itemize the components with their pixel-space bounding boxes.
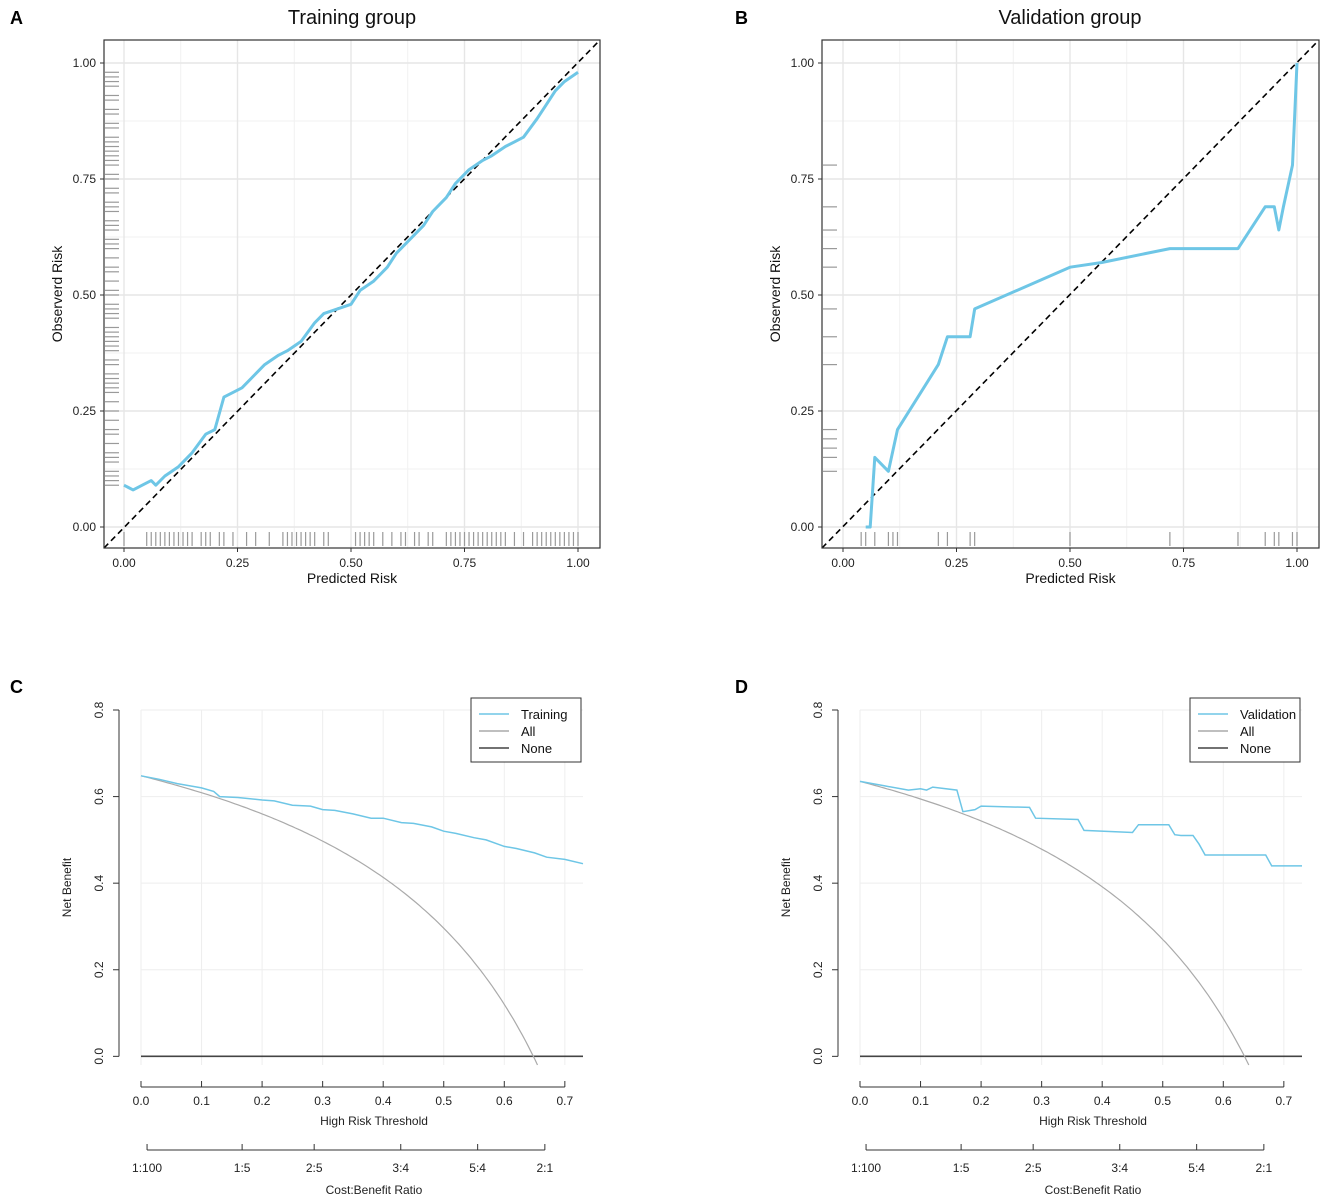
chart-c-panel-label: C — [10, 677, 23, 697]
chart-a-panel-label: A — [10, 8, 23, 28]
chart-d-panel-label: D — [735, 677, 748, 697]
chart-c-ratio-tick-label: 1:5 — [234, 1161, 251, 1175]
chart-d-ratio-tick-label: 1:5 — [953, 1161, 970, 1175]
chart-a-y-tick-label: 0.50 — [73, 288, 97, 302]
chart-a-x-tick-label: 1.00 — [566, 556, 590, 570]
chart-b-x-tick-label: 0.50 — [1058, 556, 1082, 570]
chart-d-legend-box — [1189, 697, 1301, 763]
chart-a-x-axis-label: Predicted Risk — [307, 570, 398, 586]
chart-c-ratio-tick-label: 5:4 — [469, 1161, 486, 1175]
chart-d-all-curve — [859, 780, 1250, 1066]
chart-a: A Training group 0.00 0.25 0.50 0.75 1.00 0.00 0… — [10, 7, 601, 586]
chart-d-x-tick-label: 0.3 — [1033, 1094, 1050, 1108]
chart-a-x-tick-label: 0.75 — [453, 556, 477, 570]
chart-b-panel-label: B — [735, 8, 748, 28]
chart-d-legend-label: All — [1240, 724, 1255, 739]
chart-b-x-tick-label: 0.75 — [1172, 556, 1196, 570]
chart-a-x-tick-label: 0.50 — [339, 556, 363, 570]
chart-d-ratio-axis-label: Cost:Benefit Ratio — [1045, 1183, 1142, 1197]
chart-d-y-tick-label: 0.0 — [811, 1048, 825, 1065]
chart-c-x-tick-label: 0.0 — [133, 1094, 150, 1108]
chart-c-y-tick-label: 0.4 — [92, 875, 106, 892]
chart-c-x-axis-label: High Risk Threshold — [320, 1114, 428, 1128]
chart-a-y-tick-label: 0.00 — [73, 520, 97, 534]
chart-c-x-tick-label: 0.3 — [314, 1094, 331, 1108]
chart-c-ratio-tick-label: 2:1 — [537, 1161, 554, 1175]
chart-c-legend-label: Training — [521, 707, 567, 722]
chart-d-y-tick-label: 0.8 — [811, 701, 825, 718]
chart-a-reference-diagonal — [103, 39, 601, 549]
chart-c-legend-label: None — [521, 741, 552, 756]
chart-c-x-tick-label: 0.2 — [254, 1094, 271, 1108]
chart-d-y-axis-label: Net Benefit — [779, 857, 793, 917]
chart-b-y-tick-label: 0.00 — [791, 520, 815, 534]
chart-d-ratio-tick-label: 5:4 — [1188, 1161, 1205, 1175]
chart-c-y-tick-label: 0.8 — [92, 701, 106, 718]
chart-d-x-tick-label: 0.2 — [973, 1094, 990, 1108]
chart-c-ratio-tick-label: 3:4 — [392, 1161, 409, 1175]
chart-c-y-tick-label: 0.6 — [92, 788, 106, 805]
chart-b-y-tick-label: 1.00 — [791, 56, 815, 70]
chart-c-x-tick-label: 0.1 — [193, 1094, 210, 1108]
chart-d-ratio-tick-label: 2:1 — [1256, 1161, 1273, 1175]
chart-d-legend-label: None — [1240, 741, 1271, 756]
chart-d-model-curve — [859, 780, 1302, 867]
chart-c-x-tick-label: 0.7 — [556, 1094, 573, 1108]
chart-a-y-tick-label: 0.25 — [73, 404, 97, 418]
chart-d-y-tick-label: 0.4 — [811, 875, 825, 892]
chart-b-x-tick-label: 0.00 — [831, 556, 855, 570]
chart-d-legend: Validation All None — [1189, 697, 1301, 763]
chart-d-x-axis-label: High Risk Threshold — [1039, 1114, 1147, 1128]
chart-c: C 0.0 0.2 0.4 0.6 0.8 Net Benefit 0.0 0.1 0.2 0.3 0… — [10, 677, 584, 1197]
chart-d-y-tick-label: 0.6 — [811, 788, 825, 805]
chart-d-ratio-tick-label: 3:4 — [1111, 1161, 1128, 1175]
chart-a-calibration-line — [123, 71, 579, 492]
chart-a-frame — [103, 39, 601, 549]
chart-d-x-tick-label: 0.6 — [1215, 1094, 1232, 1108]
chart-c-x-tick-label: 0.6 — [496, 1094, 513, 1108]
chart-b-x-tick-label: 0.25 — [945, 556, 969, 570]
chart-c-x-tick-label: 0.5 — [435, 1094, 452, 1108]
chart-a-x-tick-label: 0.25 — [226, 556, 250, 570]
chart-a-y-tick-label: 0.75 — [73, 172, 97, 186]
chart-c-x-tick-label: 0.4 — [375, 1094, 392, 1108]
chart-c-y-axis-label: Net Benefit — [60, 857, 74, 917]
chart-c-model-curve — [140, 775, 584, 865]
chart-c-y-tick-label: 0.0 — [92, 1048, 106, 1065]
chart-d: D 0.0 0.2 0.4 0.6 0.8 Net Benefit 0.0 0.1 0.2 0.3 0… — [735, 677, 1302, 1197]
chart-c-y-tick-label: 0.2 — [92, 961, 106, 978]
chart-d-x-tick-label: 0.1 — [912, 1094, 929, 1108]
chart-d-y-tick-label: 0.2 — [811, 961, 825, 978]
chart-a-y-axis-label: Observerd Risk — [49, 245, 65, 342]
chart-d-x-tick-label: 0.4 — [1094, 1094, 1111, 1108]
chart-d-x-tick-label: 0.5 — [1154, 1094, 1171, 1108]
chart-b-title: Validation group — [998, 7, 1141, 29]
chart-a-y-tick-label: 1.00 — [73, 56, 97, 70]
chart-c-ratio-tick-label: 1:100 — [132, 1161, 162, 1175]
chart-b-y-axis-label: Observerd Risk — [767, 245, 783, 342]
chart-b-x-tick-label: 1.00 — [1285, 556, 1309, 570]
chart-d-x-tick-label: 0.7 — [1275, 1094, 1292, 1108]
chart-a-x-tick-label: 0.00 — [112, 556, 136, 570]
chart-d-ratio-tick-label: 2:5 — [1025, 1161, 1042, 1175]
chart-d-legend-label: Validation — [1240, 707, 1296, 722]
chart-b-calibration-line — [865, 62, 1299, 529]
chart-c-legend-box — [470, 697, 582, 763]
chart-c-ratio-tick-label: 2:5 — [306, 1161, 323, 1175]
chart-c-legend-label: All — [521, 724, 536, 739]
chart-b-x-axis-label: Predicted Risk — [1025, 570, 1116, 586]
chart-b-y-tick-label: 0.25 — [791, 404, 815, 418]
chart-c-ratio-axis-label: Cost:Benefit Ratio — [326, 1183, 423, 1197]
chart-b-reference-diagonal — [821, 39, 1320, 549]
chart-c-all-curve — [140, 775, 539, 1066]
chart-d-x-tick-label: 0.0 — [852, 1094, 869, 1108]
chart-d-ratio-tick-label: 1:100 — [851, 1161, 881, 1175]
chart-a-title: Training group — [288, 7, 416, 29]
chart-c-legend: Training All None — [470, 697, 582, 763]
chart-b-y-tick-label: 0.75 — [791, 172, 815, 186]
chart-b-y-tick-label: 0.50 — [791, 288, 815, 302]
chart-b: B Validation group 0.00 0.25 0.50 0.75 1.00 0.0… — [735, 7, 1320, 586]
